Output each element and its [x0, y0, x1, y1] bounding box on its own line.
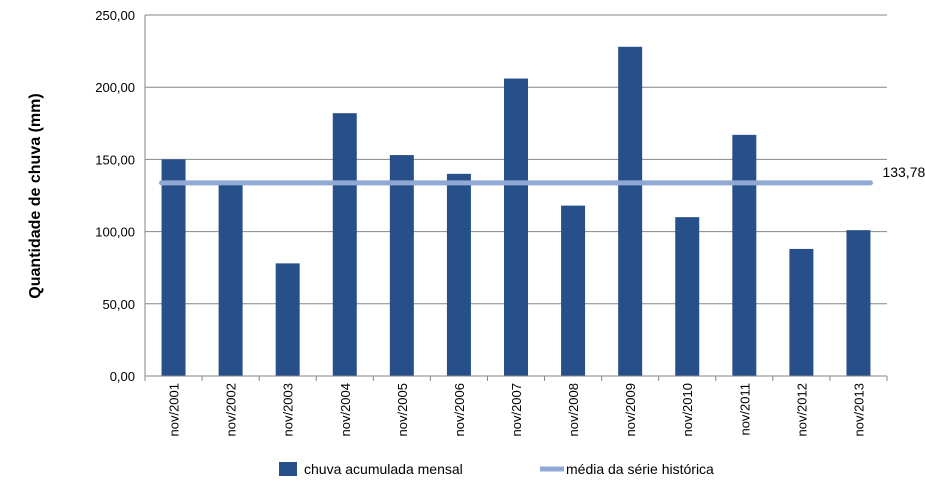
y-tick-label: 250,00 — [95, 8, 135, 23]
x-tick-label: nov/2010 — [680, 383, 695, 437]
bar — [161, 159, 186, 376]
x-tick-label: nov/2002 — [224, 383, 239, 437]
legend: chuva acumulada mensal média da série hi… — [279, 461, 714, 477]
y-tick-labels: 0,00 50,00 100,00 150,00 200,00 250,00 — [95, 8, 135, 384]
x-tick-label: nov/2003 — [281, 383, 296, 437]
bar — [846, 230, 871, 376]
legend-label-bar: chuva acumulada mensal — [304, 461, 463, 477]
x-tick-label: nov/2005 — [395, 383, 410, 437]
x-tick-label: nov/2006 — [452, 383, 467, 437]
x-tick-label: nov/2012 — [794, 383, 809, 437]
x-tick-label: nov/2009 — [623, 383, 638, 437]
y-tick-label: 50,00 — [102, 297, 135, 312]
x-tick-label: nov/2008 — [566, 383, 581, 437]
x-tick-label: nov/2007 — [509, 383, 524, 437]
bar — [446, 173, 471, 376]
bar — [732, 134, 757, 376]
bar — [618, 46, 643, 376]
y-tick-label: 0,00 — [110, 369, 135, 384]
legend-swatch-bar — [279, 462, 297, 476]
bar — [218, 183, 243, 376]
bar — [675, 217, 700, 376]
y-tick-label: 100,00 — [95, 225, 135, 240]
y-tick-label: 200,00 — [95, 80, 135, 95]
x-tick-label: nov/2004 — [338, 383, 353, 437]
bar — [789, 248, 814, 376]
bars — [161, 46, 871, 376]
bar — [275, 263, 300, 376]
y-axis-label: Quantidade de chuva (mm) — [27, 93, 44, 298]
bar — [561, 205, 586, 376]
bar — [504, 78, 528, 376]
y-tick-label: 150,00 — [95, 152, 135, 167]
x-tick-label: nov/2001 — [167, 383, 182, 437]
bar — [332, 113, 357, 376]
x-tick-label: nov/2011 — [737, 383, 752, 436]
bar — [389, 155, 414, 376]
axes — [144, 15, 888, 381]
average-line-label: 133,78 — [882, 164, 925, 180]
legend-label-line: média da série histórica — [566, 461, 714, 477]
x-tick-labels: nov/2001 nov/2002 nov/2003 nov/2004 nov/2005… — [167, 383, 867, 437]
x-tick-label: nov/2013 — [851, 383, 866, 437]
